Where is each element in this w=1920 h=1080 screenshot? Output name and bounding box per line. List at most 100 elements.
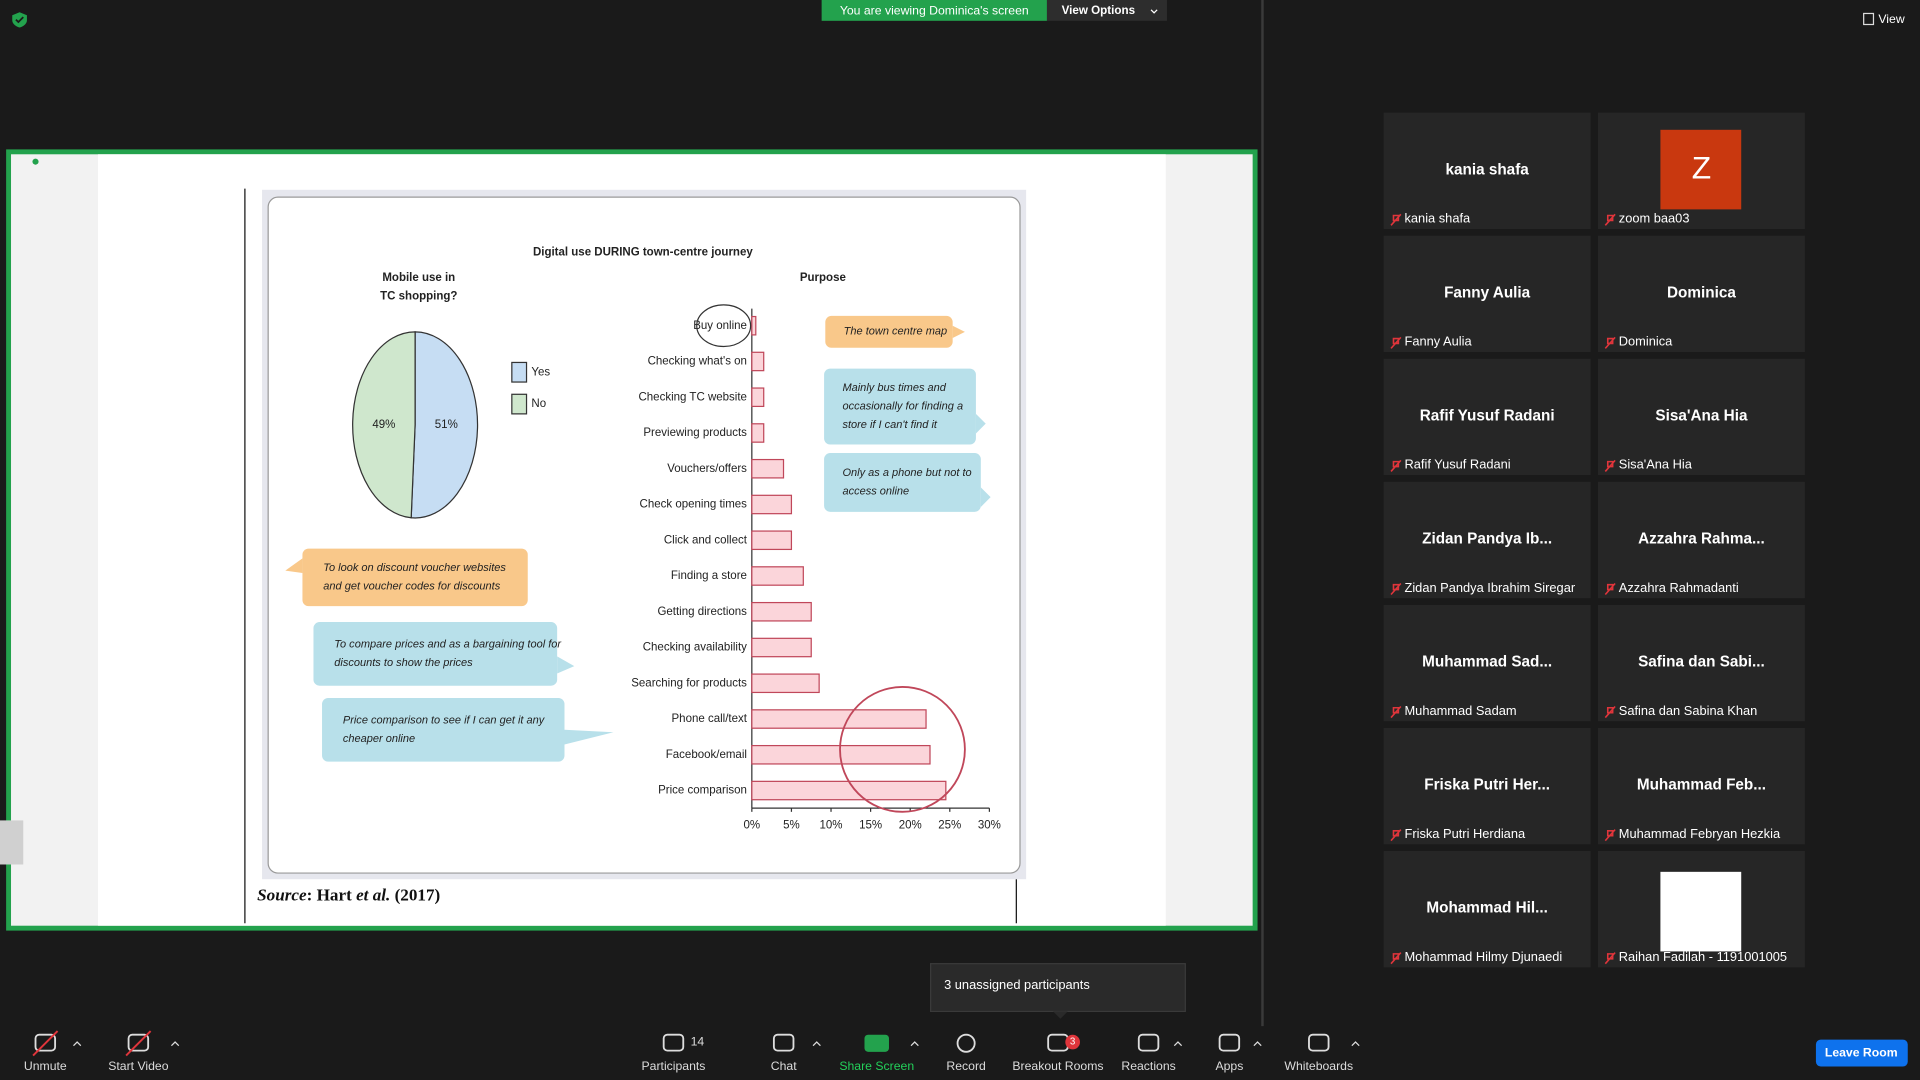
share_screen-label[interactable]: Share Screen: [839, 1059, 914, 1073]
category-label: Vouchers/offers: [667, 463, 747, 475]
callout-pointer: [557, 656, 575, 674]
pie-slice: [352, 331, 416, 519]
start_video-icon[interactable]: [127, 1033, 150, 1052]
legend-label: No: [531, 398, 546, 410]
chat-label[interactable]: Chat: [771, 1059, 797, 1073]
breakout_rooms-label[interactable]: Breakout Rooms: [1012, 1059, 1103, 1073]
muted-icon: [1604, 582, 1616, 596]
callout-pointer: [952, 325, 965, 338]
callout-text: Price comparison to see if I can get it …: [343, 715, 546, 727]
breakout-badge: 3: [1070, 1037, 1076, 1048]
view-button[interactable]: View: [1878, 12, 1904, 26]
chat-icon[interactable]: [772, 1033, 795, 1052]
view-options-text[interactable]: View Options: [1062, 4, 1135, 17]
record-icon[interactable]: [956, 1033, 976, 1053]
category-label: Finding a store: [671, 570, 747, 582]
chevron: [1150, 9, 1158, 14]
tooltip-text: 3 unassigned participants: [944, 977, 1090, 992]
caret[interactable]: [1253, 1041, 1262, 1047]
tile-name: Azzahra Rahma...: [1638, 530, 1765, 547]
callout: [313, 622, 558, 686]
participant-name: Rafif Yusuf Radani: [1404, 457, 1510, 472]
category-label: Searching for products: [631, 677, 747, 689]
caret[interactable]: [1173, 1041, 1183, 1047]
callout-pointer: [564, 729, 614, 745]
tile-name: Mohammad Hil...: [1426, 900, 1548, 917]
video-tile[interactable]: [1383, 235, 1591, 353]
muted-icon: [1390, 706, 1402, 719]
view-icon[interactable]: [1863, 12, 1875, 26]
tile-name: Muhammad Feb...: [1637, 777, 1766, 794]
whiteboards-icon[interactable]: [1308, 1033, 1330, 1052]
muted-icon: [1390, 459, 1402, 472]
tooltip: [930, 963, 1186, 1013]
whiteboards-label[interactable]: Whiteboards: [1284, 1059, 1353, 1073]
tooltip-pointer: [1053, 1011, 1068, 1019]
category-label: Phone call/text: [672, 713, 748, 725]
tile-name: Dominica: [1667, 284, 1736, 301]
participants-label[interactable]: Participants: [642, 1059, 706, 1073]
callout: [824, 368, 976, 445]
viewing-banner: [821, 0, 1047, 21]
caret[interactable]: [812, 1041, 821, 1047]
share-icon[interactable]: [864, 1034, 889, 1052]
highlight-ring: [839, 686, 966, 813]
start_video-label[interactable]: Start Video: [108, 1059, 169, 1073]
leave-room-button[interactable]: [1815, 1039, 1908, 1067]
apps-icon[interactable]: [1218, 1033, 1241, 1052]
participants-icon[interactable]: [662, 1033, 685, 1052]
record-label[interactable]: Record: [946, 1059, 986, 1073]
x-tick-label: 5%: [783, 819, 800, 831]
video-tile[interactable]: [1383, 851, 1591, 968]
video-tile[interactable]: [1597, 358, 1805, 476]
video-tile[interactable]: [1383, 481, 1591, 599]
reactions-label[interactable]: Reactions: [1121, 1059, 1175, 1073]
source-note: Source: Hart et al. (2017): [257, 885, 440, 904]
x-tick-label: 10%: [820, 819, 843, 831]
unmute-icon[interactable]: [34, 1033, 57, 1052]
x-tick-label: 30%: [978, 819, 1001, 831]
callout: [824, 453, 981, 512]
caret[interactable]: [170, 1041, 180, 1047]
caret[interactable]: [1351, 1041, 1360, 1047]
video-tile[interactable]: [1383, 112, 1591, 229]
off-slash: [125, 1030, 152, 1057]
tile-name: Safina dan Sabi...: [1638, 653, 1765, 670]
bar: [751, 423, 765, 443]
video-tile[interactable]: [1383, 727, 1591, 845]
muted-icon: [1390, 336, 1402, 349]
muted-icon: [1604, 459, 1616, 472]
callout-pointer: [975, 413, 986, 434]
bar: [751, 315, 757, 336]
video-tile[interactable]: [1383, 604, 1591, 722]
apps-label[interactable]: Apps: [1215, 1059, 1243, 1073]
caret[interactable]: [910, 1041, 919, 1047]
bar: [751, 458, 785, 479]
category-label: Previewing products: [643, 427, 747, 439]
tile-name: Zidan Pandya Ib...: [1422, 530, 1552, 547]
reactions-icon[interactable]: [1137, 1033, 1160, 1052]
video-tile[interactable]: [1597, 727, 1805, 845]
video-feed: [1660, 871, 1742, 952]
callout-text: store if I can't find it: [842, 419, 937, 431]
muted-icon: [1390, 582, 1402, 596]
tile-name: Sisa'Ana Hia: [1655, 407, 1748, 424]
category-label: Checking availability: [643, 642, 747, 654]
bar-title: Purpose: [800, 272, 846, 284]
muted-icon: [1604, 336, 1616, 349]
view-options-button[interactable]: [1046, 0, 1167, 21]
video-tile[interactable]: [1597, 235, 1805, 353]
caret[interactable]: [73, 1041, 82, 1047]
leave-room-text[interactable]: Leave Room: [1825, 1045, 1898, 1059]
toolbar: Unmute Start Video Participants Chat Share S…: [24, 1030, 1360, 1073]
callout-text: discounts to show the prices: [334, 657, 473, 669]
side-tab[interactable]: [0, 820, 24, 865]
video-tile[interactable]: [1383, 358, 1591, 476]
x-tick-label: 20%: [899, 819, 922, 831]
video-tile[interactable]: [1597, 604, 1805, 722]
callout-text: and get voucher codes for discounts: [323, 580, 500, 592]
category-label: Check opening times: [640, 499, 748, 511]
muted-icon: [1604, 706, 1616, 719]
unmute-label[interactable]: Unmute: [24, 1059, 67, 1073]
video-tile[interactable]: [1597, 481, 1805, 599]
